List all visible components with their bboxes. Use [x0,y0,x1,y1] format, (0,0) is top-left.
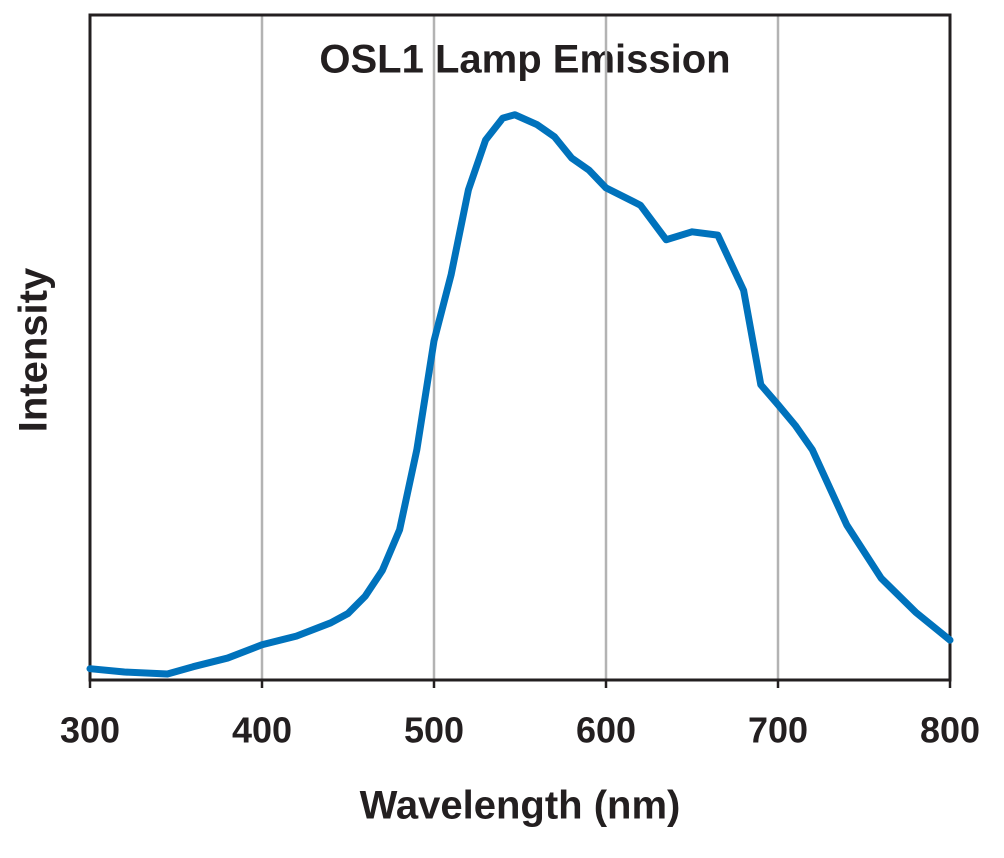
x-tick-label: 400 [232,710,292,751]
chart-title: OSL1 Lamp Emission [319,38,730,82]
x-axis-label: Wavelength (nm) [360,784,681,828]
x-tick-label: 700 [748,710,808,751]
y-axis-label: Intensity [12,267,56,432]
x-tick-label: 800 [920,710,980,751]
x-tick-label: 500 [404,710,464,751]
x-tick-label: 300 [60,710,120,751]
plot-frame [88,13,952,682]
line-series [86,111,954,678]
x-tick-label: 600 [576,710,636,751]
